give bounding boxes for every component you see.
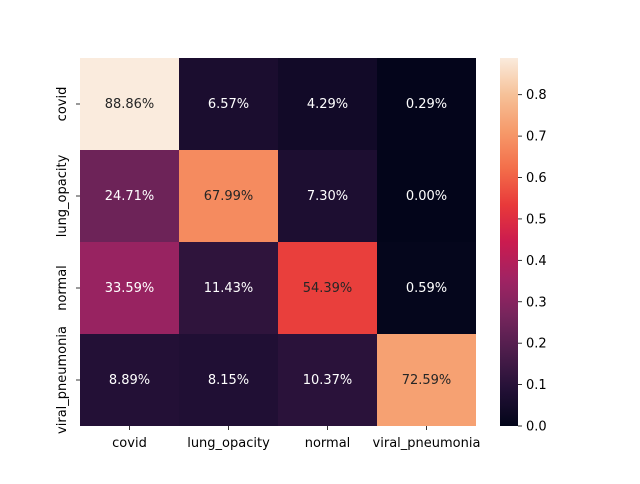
colorbar: 0.0 0.1 0.2 0.3 0.4 0.5 0.6 0.7 0.8	[500, 58, 547, 435]
x-tick-label-1: lung_opacity	[187, 436, 270, 451]
colorbar-tick-label-8: 0.8	[526, 88, 547, 103]
x-tick-label-2: normal	[305, 436, 351, 451]
cell-label-2-2: 54.39%	[303, 281, 353, 296]
heatmap-cell-1-2	[278, 150, 377, 242]
x-axis: covid lung_opacity normal viral_pneumonia	[112, 426, 480, 451]
y-tick-label-1: lung_opacity	[55, 154, 70, 237]
cell-label-2-1: 11.43%	[204, 281, 254, 296]
y-tick-label-0: covid	[55, 87, 70, 122]
heatmap-cell-3-2	[278, 334, 377, 426]
x-tick-label-3: viral_pneumonia	[373, 436, 481, 451]
cell-label-1-1: 67.99%	[204, 189, 254, 204]
colorbar-tick-label-0: 0.0	[526, 420, 547, 435]
heatmap-cell-2-1	[179, 242, 278, 334]
cell-label-0-0: 88.86%	[105, 97, 155, 112]
cell-label-1-2: 7.30%	[307, 189, 348, 204]
colorbar-tick-label-4: 0.4	[526, 254, 547, 269]
cell-label-2-0: 33.59%	[105, 281, 155, 296]
heatmap-cells	[80, 58, 476, 426]
cell-label-0-1: 6.57%	[208, 97, 249, 112]
cell-label-2-3: 0.59%	[406, 281, 447, 296]
cell-label-3-2: 10.37%	[303, 373, 353, 388]
y-tick-label-2: normal	[55, 265, 70, 311]
heatmap-cell-2-2	[278, 242, 377, 334]
colorbar-tick-label-6: 0.6	[526, 171, 547, 186]
heatmap-cell-1-0	[80, 150, 179, 242]
heatmap-annotations: 88.86% 6.57% 4.29% 0.29% 24.71% 67.99% 7.30% 0.…	[105, 97, 452, 388]
heatmap-cell-1-1	[179, 150, 278, 242]
heatmap-cell-0-1	[179, 58, 278, 150]
y-tick-label-3: viral_pneumonia	[55, 326, 70, 434]
cell-label-3-3: 72.59%	[402, 373, 452, 388]
colorbar-tick-label-7: 0.7	[526, 130, 547, 145]
cell-label-1-0: 24.71%	[105, 189, 155, 204]
heatmap-cell-0-0	[80, 58, 179, 150]
heatmap-cell-3-1	[179, 334, 278, 426]
cell-label-3-0: 8.89%	[109, 373, 150, 388]
colorbar-tick-label-3: 0.3	[526, 295, 547, 310]
cell-label-0-2: 4.29%	[307, 97, 348, 112]
heatmap-cell-0-3	[377, 58, 476, 150]
colorbar-tick-label-1: 0.1	[526, 378, 547, 393]
heatmap-cell-2-0	[80, 242, 179, 334]
cell-label-1-3: 0.00%	[406, 189, 447, 204]
heatmap-cell-1-3	[377, 150, 476, 242]
colorbar-tick-label-2: 0.2	[526, 337, 547, 352]
heatmap-cell-3-0	[80, 334, 179, 426]
heatmap-cell-2-3	[377, 242, 476, 334]
colorbar-tick-label-5: 0.5	[526, 212, 547, 227]
colorbar-gradient	[500, 58, 518, 426]
cell-label-0-3: 0.29%	[406, 97, 447, 112]
x-tick-label-0: covid	[112, 436, 147, 451]
cell-label-3-1: 8.15%	[208, 373, 249, 388]
heatmap-cell-0-2	[278, 58, 377, 150]
heatmap-cell-3-3	[377, 334, 476, 426]
